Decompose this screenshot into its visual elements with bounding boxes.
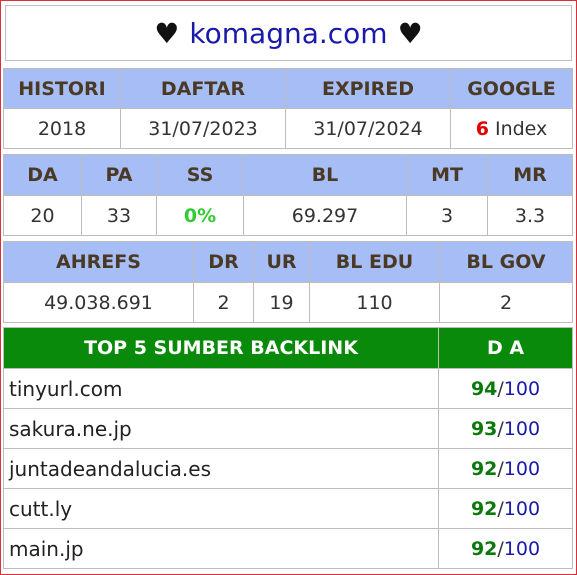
header-mr: MR bbox=[487, 154, 573, 196]
header-mt: MT bbox=[406, 154, 488, 196]
value-ahrefs: 49.038.691 bbox=[3, 282, 194, 323]
backlink-da: 94/100 bbox=[438, 368, 573, 409]
value-mr: 3.3 bbox=[487, 195, 573, 236]
da-score: 92 bbox=[470, 497, 498, 520]
da-separator: / bbox=[497, 497, 504, 520]
da-max: 100 bbox=[503, 457, 541, 480]
backlink-site: juntadeandalucia.es bbox=[3, 448, 439, 489]
value-expired: 31/07/2024 bbox=[285, 108, 451, 149]
da-max: 100 bbox=[503, 377, 541, 400]
value-bl-gov: 2 bbox=[439, 282, 573, 323]
heart-icon: ♥ bbox=[397, 16, 423, 50]
header-pa: PA bbox=[81, 154, 157, 196]
domain-history-table: HISTORI DAFTAR EXPIRED GOOGLE 2018 31/07… bbox=[3, 68, 573, 149]
header-bl-gov: BL GOV bbox=[439, 241, 573, 283]
value-bl: 69.297 bbox=[243, 195, 407, 236]
header-top-backlinks: TOP 5 SUMBER BACKLINK bbox=[3, 327, 439, 369]
backlink-site: sakura.ne.jp bbox=[3, 408, 439, 449]
value-daftar: 31/07/2023 bbox=[120, 108, 286, 149]
value-mt: 3 bbox=[406, 195, 488, 236]
value-google: 6 Index bbox=[450, 108, 573, 149]
value-bl-edu: 110 bbox=[309, 282, 440, 323]
header-ahrefs: AHREFS bbox=[3, 241, 194, 283]
domain-name: komagna.com bbox=[189, 16, 388, 50]
backlink-site: tinyurl.com bbox=[3, 368, 439, 409]
da-score: 92 bbox=[470, 537, 498, 560]
da-max: 100 bbox=[503, 417, 541, 440]
da-score: 94 bbox=[470, 377, 498, 400]
backlink-site: main.jp bbox=[3, 528, 439, 569]
google-index-suffix: Index bbox=[488, 117, 548, 140]
backlink-da: 92/100 bbox=[438, 488, 573, 529]
domain-title-box: ♥ komagna.com ♥ bbox=[5, 5, 572, 61]
moz-metrics-table: DA PA SS BL MT MR 20 33 0% 69.297 3 3.3 bbox=[3, 154, 573, 236]
header-bl: BL bbox=[243, 154, 407, 196]
da-max: 100 bbox=[503, 537, 541, 560]
backlink-da: 92/100 bbox=[438, 448, 573, 489]
table-row: main.jp 92/100 bbox=[3, 528, 573, 569]
google-index-count: 6 bbox=[475, 117, 489, 140]
value-ur: 19 bbox=[253, 282, 310, 323]
da-separator: / bbox=[497, 377, 504, 400]
header-bl-edu: BL EDU bbox=[309, 241, 440, 283]
header-google: GOOGLE bbox=[450, 68, 573, 109]
header-dr: DR bbox=[193, 241, 254, 283]
da-max: 100 bbox=[503, 497, 541, 520]
heart-icon: ♥ bbox=[154, 16, 180, 50]
table-row: juntadeandalucia.es 92/100 bbox=[3, 448, 573, 489]
header-expired: EXPIRED bbox=[285, 68, 451, 109]
da-score: 92 bbox=[470, 457, 498, 480]
table-row: sakura.ne.jp 93/100 bbox=[3, 408, 573, 449]
da-separator: / bbox=[497, 457, 504, 480]
top-backlinks-table: TOP 5 SUMBER BACKLINK D A tinyurl.com 94… bbox=[3, 327, 573, 569]
ahrefs-metrics-table: AHREFS DR UR BL EDU BL GOV 49.038.691 2 … bbox=[3, 241, 573, 323]
da-separator: / bbox=[497, 537, 504, 560]
header-daftar: DAFTAR bbox=[120, 68, 286, 109]
header-ss: SS bbox=[156, 154, 244, 196]
backlink-site: cutt.ly bbox=[3, 488, 439, 529]
header-histori: HISTORI bbox=[3, 68, 121, 109]
table-row: cutt.ly 92/100 bbox=[3, 488, 573, 529]
value-pa: 33 bbox=[81, 195, 157, 236]
da-score: 93 bbox=[470, 417, 498, 440]
backlink-da: 93/100 bbox=[438, 408, 573, 449]
header-da: DA bbox=[3, 154, 82, 196]
backlink-da: 92/100 bbox=[438, 528, 573, 569]
da-separator: / bbox=[497, 417, 504, 440]
header-ur: UR bbox=[253, 241, 310, 283]
value-dr: 2 bbox=[193, 282, 254, 323]
value-ss: 0% bbox=[156, 195, 244, 236]
header-da-column: D A bbox=[438, 327, 573, 369]
table-row: tinyurl.com 94/100 bbox=[3, 368, 573, 409]
value-da: 20 bbox=[3, 195, 82, 236]
value-histori: 2018 bbox=[3, 108, 121, 149]
